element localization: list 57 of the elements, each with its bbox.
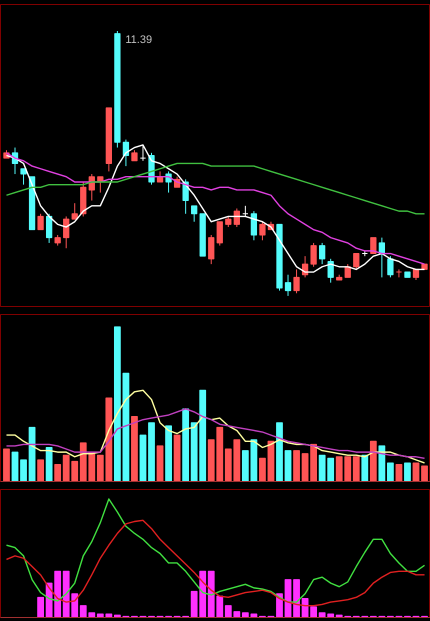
bar [190, 422, 198, 482]
bar [190, 590, 198, 618]
bar [224, 605, 232, 618]
candlestick [250, 210, 258, 241]
candlestick [344, 264, 351, 278]
candlestick [353, 253, 360, 270]
candlestick [242, 205, 249, 217]
candlestick [234, 208, 240, 228]
bar [327, 458, 334, 482]
candlestick [191, 205, 198, 222]
candlestick [131, 150, 138, 162]
bar [216, 596, 224, 618]
bar [3, 448, 10, 482]
bar [174, 434, 181, 482]
candlestick [37, 213, 44, 230]
candlestick [310, 242, 317, 268]
bar [233, 611, 240, 618]
candlestick [54, 234, 61, 246]
bar [80, 605, 87, 618]
candlestick [216, 221, 223, 246]
bar [224, 448, 232, 482]
candlestick [293, 268, 300, 294]
bar [156, 445, 164, 482]
candlestick [88, 174, 95, 202]
candlestick [46, 213, 52, 244]
candlestick [284, 274, 292, 296]
bar [208, 439, 215, 482]
bar [96, 454, 104, 482]
candlestick [72, 202, 78, 220]
bar [165, 425, 172, 482]
bar [396, 464, 402, 482]
candlestick [319, 242, 326, 265]
bar [199, 390, 206, 482]
candlestick [225, 216, 232, 228]
bar [370, 440, 377, 482]
candlestick [378, 237, 386, 278]
bar [182, 408, 190, 482]
bar [71, 460, 78, 482]
bar [352, 456, 360, 482]
bar [336, 456, 343, 482]
bar [233, 439, 240, 482]
candlestick [208, 234, 214, 265]
bar [54, 464, 62, 482]
candlestick [63, 216, 70, 249]
bar [37, 459, 44, 482]
annotation: 11.39 [125, 34, 152, 46]
bar [131, 416, 138, 482]
bar [105, 398, 112, 482]
bar [62, 454, 70, 482]
candlestick [328, 258, 334, 284]
bar [46, 446, 53, 482]
candlestick [259, 221, 266, 241]
bar [318, 454, 326, 482]
candlestick [370, 237, 376, 254]
bar [344, 456, 352, 482]
bar [216, 426, 224, 482]
bar [404, 462, 411, 482]
